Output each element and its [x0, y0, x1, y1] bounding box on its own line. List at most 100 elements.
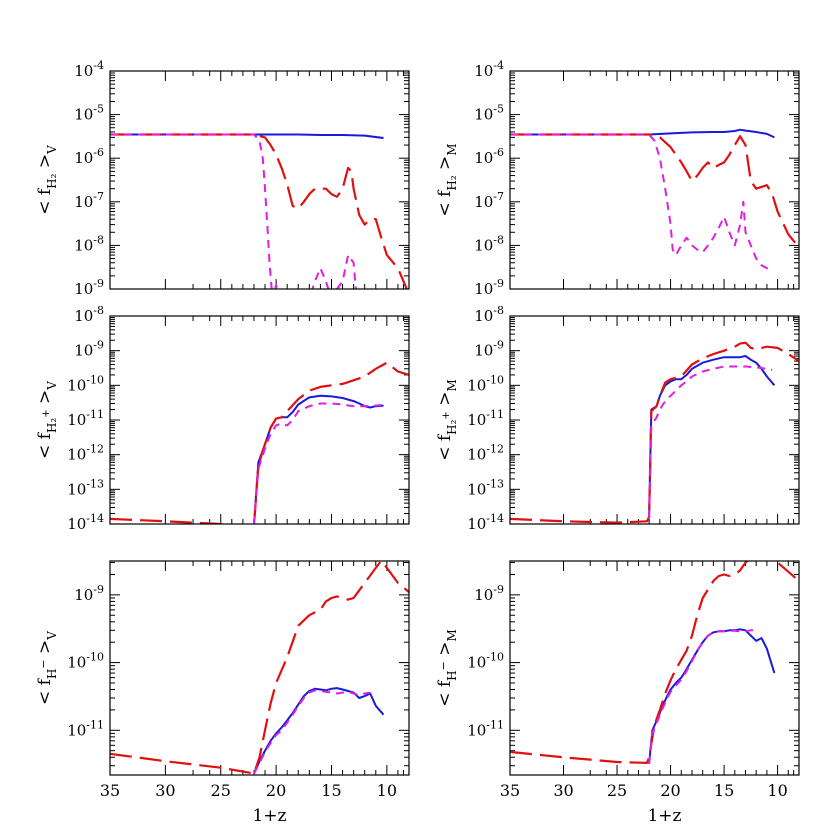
y-tick-exponent: -9 [93, 339, 104, 352]
y-tick-label: 10-8 [474, 233, 504, 254]
y-tick-mantissa: 10 [474, 307, 493, 325]
y-tick-exponent: -10 [86, 373, 104, 386]
y-tick-mantissa: 10 [74, 586, 93, 604]
y-tick-mantissa: 10 [67, 480, 86, 498]
series-solid [648, 355, 776, 518]
y-axis-label: < fH− >M [435, 629, 459, 707]
y-tick-exponent: -5 [93, 103, 104, 116]
y-axis-label: < fH₂ >M [435, 143, 459, 216]
y-label-close: > [435, 392, 455, 412]
y-label-close: > [35, 154, 55, 174]
y-tick-exponent: -11 [86, 408, 104, 421]
x-tick-label: 10 [377, 781, 397, 800]
y-tick-label: 10-8 [474, 304, 504, 325]
y-tick-exponent: -11 [86, 718, 104, 731]
series-solid [253, 687, 385, 774]
y-tick-exponent: -8 [93, 304, 104, 317]
y-tick-label: 10-9 [74, 277, 104, 298]
y-label-subsup: − [437, 661, 450, 670]
y-label-suffix: M [445, 379, 459, 391]
y-tick-label: 10-13 [467, 477, 504, 498]
x-tick-label: 15 [714, 781, 734, 800]
series-short [648, 629, 757, 764]
y-tick-exponent: -4 [93, 59, 104, 72]
y-label-open: < [435, 687, 455, 707]
y-tick-exponent: -12 [486, 443, 504, 456]
y-label-close: > [35, 390, 55, 410]
y-tick-mantissa: 10 [67, 515, 86, 533]
y-tick-exponent: -4 [493, 59, 504, 72]
y-tick-exponent: -8 [93, 233, 104, 246]
y-tick-label: 10-12 [67, 443, 104, 464]
y-tick-exponent: -7 [493, 190, 504, 203]
series-short [253, 402, 382, 524]
y-tick-label: 10-14 [67, 512, 104, 533]
y-label-main: f [435, 189, 455, 197]
y-tick-label: 10-9 [474, 583, 504, 604]
y-label-main: f [35, 431, 55, 439]
y-tick-label: 10-6 [74, 146, 104, 167]
y-tick-mantissa: 10 [67, 654, 86, 672]
y-label-suffix: M [445, 629, 459, 641]
y-tick-label: 10-9 [474, 339, 504, 360]
y-tick-mantissa: 10 [74, 236, 93, 254]
series-solid [253, 394, 384, 524]
y-tick-label: 10-11 [467, 718, 504, 739]
y-label-open: < [435, 197, 455, 217]
y-tick-mantissa: 10 [67, 446, 86, 464]
y-tick-label: 10-8 [74, 304, 104, 325]
y-tick-label: 10-12 [467, 443, 504, 464]
y-tick-label: 10-9 [474, 277, 504, 298]
x-axis-label: 1+z [647, 806, 681, 826]
y-tick-label: 10-10 [67, 651, 104, 672]
y-tick-exponent: -13 [86, 477, 104, 490]
y-label-suffix: M [445, 143, 459, 155]
y-label-suffix: V [45, 381, 59, 391]
series-long [110, 133, 408, 289]
panel-top-left: 10-910-810-710-610-510-4< fH₂ >V [35, 59, 410, 298]
y-tick-mantissa: 10 [67, 376, 86, 394]
y-tick-mantissa: 10 [74, 193, 93, 211]
y-label-sub: H₂ [45, 418, 59, 433]
y-tick-label: 10-5 [74, 103, 104, 124]
y-tick-label: 10-4 [74, 59, 104, 80]
plot-frame [109, 315, 410, 525]
y-tick-exponent: -10 [486, 651, 504, 664]
y-tick-mantissa: 10 [474, 236, 493, 254]
y-label-subsup: − [37, 659, 50, 668]
x-tick-label: 30 [155, 781, 175, 800]
y-label-close: > [435, 642, 455, 662]
y-tick-exponent: -9 [93, 277, 104, 290]
plot-frame [509, 560, 800, 776]
series-short [648, 365, 773, 518]
y-axis-label: < fH₂+ >V [35, 381, 59, 459]
y-tick-mantissa: 10 [474, 193, 493, 211]
y-label-close: > [435, 156, 455, 176]
series-long [110, 561, 409, 775]
y-tick-exponent: -6 [93, 146, 104, 159]
y-tick-mantissa: 10 [67, 411, 86, 429]
y-tick-exponent: -12 [86, 443, 104, 456]
panel-top-right: 10-910-810-710-610-510-4< fH₂ >M [435, 59, 800, 298]
y-tick-label: 10-7 [74, 190, 104, 211]
y-tick-mantissa: 10 [467, 480, 486, 498]
y-tick-label: 10-11 [467, 408, 504, 429]
y-tick-label: 10-7 [474, 190, 504, 211]
y-label-open: < [35, 685, 55, 705]
plot-frame [509, 315, 800, 525]
y-tick-mantissa: 10 [74, 62, 93, 80]
y-tick-label: 10-9 [74, 339, 104, 360]
y-axis-label: < fH₂+ >M [435, 379, 459, 461]
y-tick-exponent: -6 [493, 146, 504, 159]
x-axis-label: 1+z [252, 806, 286, 826]
x-tick-label: 10 [767, 781, 787, 800]
y-tick-mantissa: 10 [74, 342, 93, 360]
y-tick-mantissa: 10 [467, 515, 486, 533]
series-short [253, 689, 371, 774]
y-tick-label: 10-4 [474, 59, 504, 80]
y-tick-exponent: -8 [493, 233, 504, 246]
x-tick-label: 35 [500, 781, 520, 800]
y-label-sub: H₂ [445, 419, 459, 434]
